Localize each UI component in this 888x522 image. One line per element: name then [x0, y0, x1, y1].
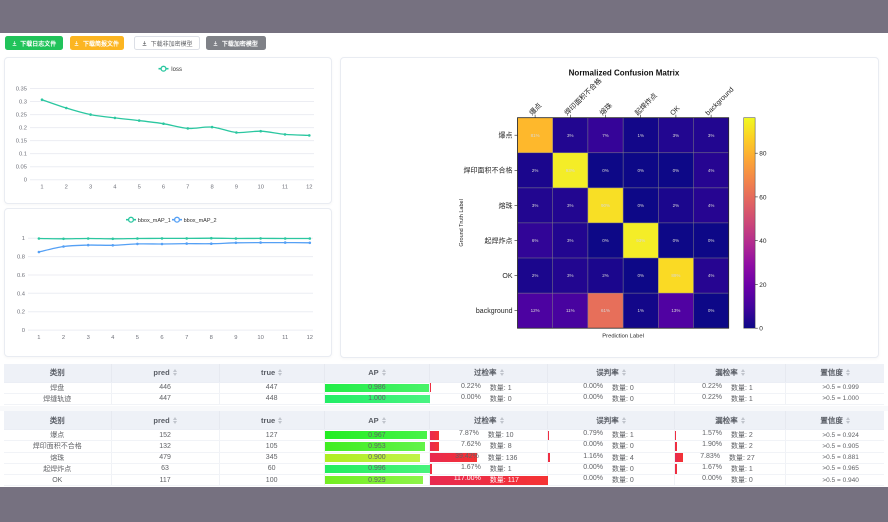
- svg-text:3%: 3%: [567, 238, 574, 243]
- svg-text:90%: 90%: [601, 203, 610, 208]
- svg-text:40: 40: [759, 238, 767, 245]
- svg-text:0.6: 0.6: [17, 273, 25, 279]
- svg-text:0.3: 0.3: [19, 100, 27, 106]
- svg-text:6%: 6%: [532, 238, 539, 243]
- svg-text:3%: 3%: [567, 203, 574, 208]
- svg-text:0%: 0%: [673, 168, 680, 173]
- svg-text:5: 5: [138, 185, 141, 191]
- svg-text:2%: 2%: [532, 273, 539, 278]
- svg-text:81%: 81%: [531, 133, 540, 138]
- svg-text:0.35: 0.35: [16, 87, 27, 93]
- svg-text:background: background: [476, 308, 513, 315]
- svg-text:loss: loss: [171, 67, 182, 73]
- svg-text:4%: 4%: [708, 203, 715, 208]
- svg-text:0%: 0%: [602, 238, 609, 243]
- svg-text:2: 2: [65, 185, 68, 191]
- svg-text:3: 3: [89, 185, 92, 191]
- svg-text:0.4: 0.4: [17, 291, 26, 297]
- svg-text:12%: 12%: [531, 308, 540, 313]
- svg-text:0%: 0%: [637, 203, 644, 208]
- svg-text:9: 9: [235, 185, 238, 191]
- svg-text:8: 8: [210, 185, 213, 191]
- svg-text:11%: 11%: [566, 308, 575, 313]
- svg-text:0%: 0%: [708, 238, 715, 243]
- svg-text:0.25: 0.25: [16, 113, 27, 119]
- svg-text:9: 9: [234, 335, 237, 341]
- svg-text:OK: OK: [502, 273, 512, 280]
- svg-text:93%: 93%: [566, 168, 575, 173]
- svg-text:1%: 1%: [637, 308, 644, 313]
- svg-text:焊印面积不合格: 焊印面积不合格: [562, 76, 603, 117]
- svg-text:bbox_mAP_1: bbox_mAP_1: [138, 218, 171, 224]
- svg-text:0.15: 0.15: [16, 139, 27, 145]
- svg-text:13%: 13%: [671, 308, 680, 313]
- svg-text:3%: 3%: [567, 133, 574, 138]
- svg-text:7: 7: [185, 335, 188, 341]
- svg-text:10: 10: [257, 185, 263, 191]
- svg-text:0: 0: [22, 328, 25, 334]
- svg-text:Normalized Confusion Matrix: Normalized Confusion Matrix: [569, 69, 680, 78]
- svg-text:93%: 93%: [636, 238, 645, 243]
- svg-text:background: background: [705, 86, 736, 117]
- svg-text:0%: 0%: [673, 238, 680, 243]
- svg-text:12: 12: [307, 335, 313, 341]
- svg-text:1%: 1%: [637, 133, 644, 138]
- svg-text:爆点: 爆点: [527, 101, 543, 117]
- svg-text:4: 4: [111, 335, 115, 341]
- svg-text:起焊炸点: 起焊炸点: [485, 236, 513, 245]
- svg-text:2%: 2%: [532, 168, 539, 173]
- svg-text:12: 12: [306, 185, 312, 191]
- svg-text:OK: OK: [669, 105, 681, 117]
- svg-text:0.05: 0.05: [16, 165, 27, 171]
- svg-text:0%: 0%: [637, 273, 644, 278]
- svg-text:3%: 3%: [567, 273, 574, 278]
- svg-text:6: 6: [162, 185, 165, 191]
- svg-text:1: 1: [22, 236, 25, 242]
- svg-text:熔珠: 熔珠: [598, 101, 614, 117]
- svg-text:11: 11: [282, 185, 288, 191]
- svg-text:Prediction Label: Prediction Label: [602, 334, 644, 340]
- svg-text:4%: 4%: [708, 168, 715, 173]
- svg-text:7: 7: [186, 185, 189, 191]
- svg-text:起焊炸点: 起焊炸点: [633, 91, 659, 117]
- svg-text:Ground Truth Label: Ground Truth Label: [459, 199, 465, 246]
- svg-text:bbox_mAP_2: bbox_mAP_2: [184, 218, 217, 224]
- svg-text:20: 20: [759, 282, 767, 289]
- svg-text:80: 80: [759, 151, 767, 158]
- svg-text:61%: 61%: [601, 308, 610, 313]
- svg-text:3%: 3%: [673, 133, 680, 138]
- svg-text:1: 1: [37, 335, 40, 341]
- svg-text:0.1: 0.1: [19, 152, 27, 158]
- svg-text:4: 4: [113, 185, 117, 191]
- svg-text:11: 11: [282, 335, 288, 341]
- svg-text:2%: 2%: [673, 203, 680, 208]
- svg-text:3%: 3%: [532, 203, 539, 208]
- svg-text:0%: 0%: [602, 168, 609, 173]
- svg-text:60: 60: [759, 194, 767, 201]
- svg-text:焊印面积不合格: 焊印面积不合格: [464, 166, 513, 175]
- svg-text:0: 0: [759, 326, 763, 333]
- svg-text:0.2: 0.2: [19, 126, 27, 132]
- svg-text:爆点: 爆点: [499, 131, 513, 140]
- svg-text:2: 2: [62, 335, 65, 341]
- svg-text:0%: 0%: [637, 168, 644, 173]
- svg-text:8: 8: [210, 335, 213, 341]
- svg-text:4%: 4%: [708, 273, 715, 278]
- svg-text:89%: 89%: [671, 273, 680, 278]
- svg-text:5: 5: [136, 335, 139, 341]
- svg-text:0.8: 0.8: [17, 255, 25, 261]
- svg-text:0%: 0%: [708, 308, 715, 313]
- svg-text:1: 1: [40, 185, 43, 191]
- svg-text:6: 6: [160, 335, 163, 341]
- svg-text:0: 0: [24, 178, 27, 184]
- svg-text:熔珠: 熔珠: [499, 201, 513, 210]
- svg-text:3: 3: [87, 335, 90, 341]
- svg-text:2%: 2%: [602, 273, 609, 278]
- svg-text:3%: 3%: [708, 133, 715, 138]
- svg-text:10: 10: [257, 335, 263, 341]
- svg-text:0.2: 0.2: [17, 310, 25, 316]
- svg-text:7%: 7%: [602, 133, 609, 138]
